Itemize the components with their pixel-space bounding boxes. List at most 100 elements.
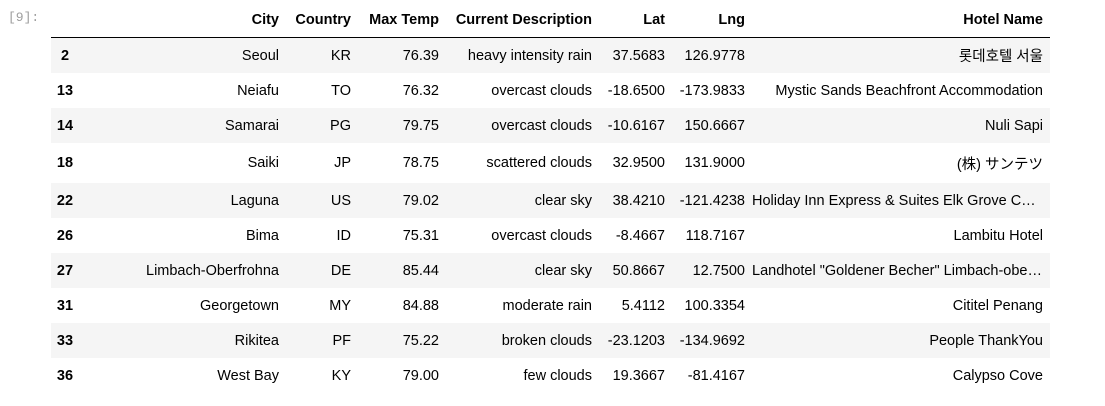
cell-country: KR	[330, 47, 351, 64]
cell-lng: 126.9778	[684, 47, 745, 64]
cell-country: MY	[329, 297, 351, 314]
cell-hotel-name: 롯데호텔 서울	[958, 49, 1043, 65]
cell-city: Saiki	[247, 155, 279, 171]
cell-max-temp: 76.39	[402, 47, 439, 64]
cell-hotel-name: Nuli Sapi	[984, 117, 1043, 134]
cell-lat: 50.8667	[612, 262, 665, 279]
cell-city: Neiafu	[237, 82, 279, 99]
cell-description: broken clouds	[501, 332, 592, 349]
row-index: 31	[56, 297, 74, 314]
cell-description: overcast clouds	[491, 117, 592, 134]
row-index: 27	[56, 262, 74, 279]
cell-city: Laguna	[230, 192, 279, 209]
cell-lng: -121.4238	[679, 192, 745, 209]
cell-lng: -81.4167	[687, 367, 745, 384]
cell-city: Seoul	[241, 47, 279, 64]
cell-hotel-name: Landhotel "Goldener Becher" Limbach-ober…	[752, 262, 1050, 279]
column-header-lng: Lng	[672, 2, 752, 38]
index-header	[51, 2, 85, 38]
table-row: 14 Samarai PG 79.75 overcast clouds -10.…	[51, 108, 1050, 143]
cell-lat: -23.1203	[607, 332, 665, 349]
cell-max-temp: 75.31	[402, 227, 439, 244]
cell-city: Samarai	[225, 117, 279, 134]
cell-prompt: [9]:	[8, 10, 40, 25]
column-header-hotel-name: Hotel Name	[752, 2, 1050, 38]
cell-lat: 5.4112	[621, 297, 665, 314]
cell-lat: -18.6500	[607, 82, 665, 99]
cell-city: Limbach-Oberfrohna	[146, 262, 279, 279]
cell-lng: 12.7500	[692, 262, 745, 279]
cell-description: few clouds	[523, 367, 592, 384]
cell-country: PG	[330, 117, 351, 134]
cell-description: overcast clouds	[491, 82, 592, 99]
column-header-lat: Lat	[599, 2, 672, 38]
cell-lng: 131.9000	[684, 155, 745, 171]
row-index: 14	[56, 117, 74, 134]
cell-max-temp: 79.75	[402, 117, 439, 134]
cell-country: ID	[336, 227, 352, 244]
cell-description: clear sky	[534, 192, 592, 209]
cell-city: Rikitea	[234, 332, 279, 349]
column-header-city: City	[85, 2, 286, 38]
column-header-country: Country	[286, 2, 358, 38]
cell-hotel-name: Cititel Penang	[952, 297, 1043, 314]
cell-lng: 118.7167	[685, 227, 745, 244]
cell-max-temp: 76.32	[402, 82, 439, 99]
cell-country: DE	[330, 262, 351, 279]
table-row: 26 Bima ID 75.31 overcast clouds -8.4667…	[51, 218, 1050, 253]
cell-lat: 38.4210	[612, 192, 665, 209]
row-index: 22	[56, 192, 74, 209]
cell-lng: -173.9833	[679, 82, 745, 99]
cell-max-temp: 85.44	[402, 262, 439, 279]
table-row: 22 Laguna US 79.02 clear sky 38.4210 -12…	[51, 183, 1050, 218]
dataframe-output: City Country Max Temp Current Descriptio…	[51, 2, 1050, 393]
cell-country: TO	[331, 82, 351, 99]
row-index: 36	[56, 367, 74, 384]
cell-hotel-name: People ThankYou	[929, 332, 1043, 349]
cell-lat: 37.5683	[612, 47, 665, 64]
cell-hotel-name: Lambitu Hotel	[953, 227, 1043, 244]
cell-country: PF	[332, 332, 351, 349]
cell-max-temp: 78.75	[402, 155, 439, 171]
cell-hotel-name: Holiday Inn Express & Suites Elk Grove C…	[752, 192, 1050, 209]
cell-country: KY	[331, 367, 351, 384]
column-header-description: Current Description	[446, 2, 599, 38]
cell-lat: 32.9500	[612, 155, 665, 171]
cell-city: Bima	[245, 227, 279, 244]
table-row: 13 Neiafu TO 76.32 overcast clouds -18.6…	[51, 73, 1050, 108]
cell-description: moderate rain	[502, 297, 592, 314]
table-row: 27 Limbach-Oberfrohna DE 85.44 clear sky…	[51, 253, 1050, 288]
cell-description: heavy intensity rain	[467, 47, 592, 64]
row-index: 33	[56, 332, 74, 349]
cell-max-temp: 79.02	[402, 192, 439, 209]
cell-lat: -10.6167	[607, 117, 665, 134]
cell-max-temp: 84.88	[402, 297, 439, 314]
cell-city: West Bay	[217, 367, 279, 384]
cell-hotel-name: (株) サンテツ	[956, 156, 1043, 173]
cell-lng: 150.6667	[684, 117, 745, 134]
row-index: 2	[60, 47, 70, 64]
table-row: 36 West Bay KY 79.00 few clouds 19.3667 …	[51, 358, 1050, 393]
cell-lng: 100.3354	[684, 297, 745, 314]
cell-max-temp: 79.00	[402, 367, 439, 384]
cell-hotel-name: Mystic Sands Beachfront Accommodation	[775, 82, 1043, 99]
row-index: 18	[56, 155, 74, 171]
column-header-max-temp: Max Temp	[358, 2, 446, 38]
table-row: 31 Georgetown MY 84.88 moderate rain 5.4…	[51, 288, 1050, 323]
table-row: 33 Rikitea PF 75.22 broken clouds -23.12…	[51, 323, 1050, 358]
row-index: 26	[56, 227, 74, 244]
cell-country: US	[330, 192, 351, 209]
cell-lat: 19.3667	[612, 367, 665, 384]
header-row: City Country Max Temp Current Descriptio…	[51, 2, 1050, 38]
cell-max-temp: 75.22	[402, 332, 439, 349]
cell-country: JP	[334, 155, 351, 171]
cell-city: Georgetown	[200, 297, 279, 314]
dataframe-table: City Country Max Temp Current Descriptio…	[51, 2, 1050, 393]
table-row: 2 Seoul KR 76.39 heavy intensity rain 37…	[51, 37, 1050, 73]
row-index: 13	[56, 82, 74, 99]
cell-description: scattered clouds	[486, 155, 592, 171]
cell-hotel-name: Calypso Cove	[952, 367, 1043, 384]
cell-description: overcast clouds	[491, 227, 592, 244]
cell-description: clear sky	[534, 262, 592, 279]
cell-lng: -134.9692	[679, 332, 745, 349]
